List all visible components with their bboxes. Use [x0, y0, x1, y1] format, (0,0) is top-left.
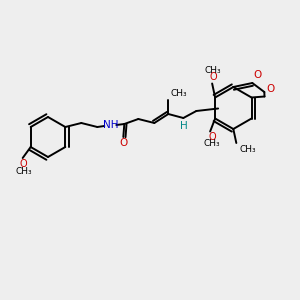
- Text: O: O: [253, 70, 261, 80]
- Text: O: O: [208, 131, 216, 142]
- Text: O: O: [209, 73, 217, 82]
- Text: CH₃: CH₃: [15, 167, 32, 176]
- Text: CH₃: CH₃: [205, 66, 221, 75]
- Text: CH₃: CH₃: [204, 139, 220, 148]
- Text: O: O: [266, 84, 275, 94]
- Text: CH₃: CH₃: [170, 88, 187, 98]
- Text: O: O: [119, 138, 128, 148]
- Text: H: H: [180, 121, 188, 131]
- Text: NH: NH: [103, 120, 118, 130]
- Text: CH₃: CH₃: [239, 146, 256, 154]
- Text: O: O: [20, 159, 28, 169]
